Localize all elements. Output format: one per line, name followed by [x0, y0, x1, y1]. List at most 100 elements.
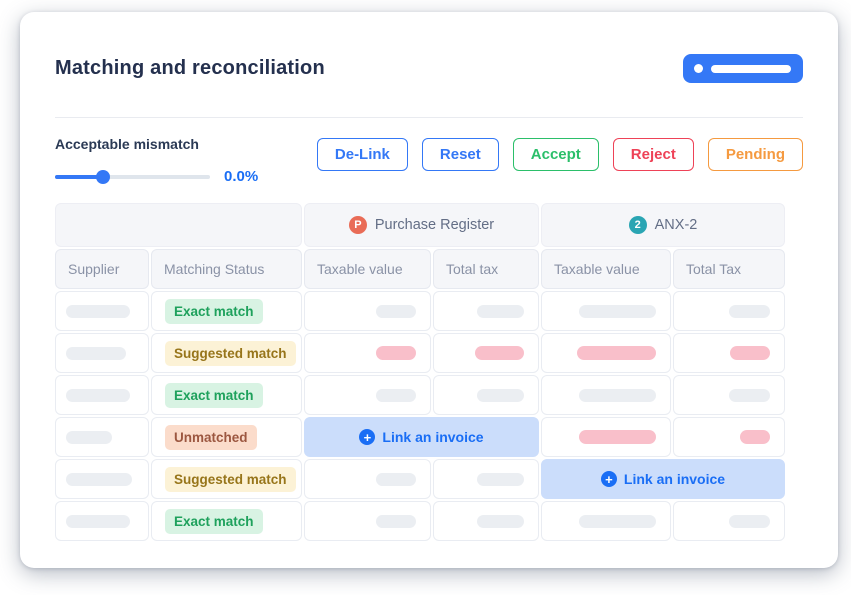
value-cell: [541, 501, 671, 541]
link-an-invoice-label: Link an invoice: [382, 429, 484, 445]
supplier-cell: [55, 291, 149, 331]
matching-status-cell: Exact match: [151, 291, 302, 331]
value-placeholder: [376, 472, 416, 486]
reject-button[interactable]: Reject: [612, 138, 694, 171]
status-badge: Suggested match: [165, 466, 296, 492]
supplier-placeholder: [66, 472, 132, 486]
value-cell: [541, 417, 671, 457]
value-cell: [673, 333, 785, 373]
value-placeholder: [579, 514, 656, 528]
value-placeholder: [729, 514, 770, 528]
value-cell: [304, 459, 431, 499]
value-placeholder: [477, 388, 524, 402]
value-cell: [304, 291, 431, 331]
value-placeholder: [729, 388, 770, 402]
link-an-invoice-button[interactable]: + Link an invoice: [304, 417, 539, 457]
reconciliation-table: P Purchase Register 2 ANX-2 Supplier Mat…: [55, 203, 785, 541]
primary-action-skeleton-button[interactable]: [683, 54, 803, 83]
value-placeholder: [376, 388, 416, 402]
accept-button[interactable]: Accept: [512, 138, 599, 171]
supplier-cell: [55, 375, 149, 415]
slider-row: 0.0%: [55, 168, 275, 185]
column-header-pr-total-tax: Total tax: [433, 249, 539, 289]
supplier-placeholder: [66, 388, 130, 402]
skeleton-bar: [711, 64, 791, 73]
status-badge: Unmatched: [165, 424, 257, 450]
value-placeholder: [579, 304, 656, 318]
group-header-empty: [55, 203, 302, 247]
value-cell: [673, 291, 785, 331]
acceptable-mismatch-label: Acceptable mismatch: [55, 136, 199, 152]
page-title: Matching and reconciliation: [55, 57, 325, 79]
value-cell: [673, 417, 785, 457]
supplier-placeholder: [66, 304, 130, 318]
status-badge: Exact match: [165, 508, 263, 534]
value-cell: [304, 375, 431, 415]
slider-track: [55, 174, 210, 179]
slider-fill: [55, 174, 104, 179]
delink-button[interactable]: De-Link: [316, 138, 408, 171]
value-cell: [541, 333, 671, 373]
group-label-purchase-register: Purchase Register: [374, 217, 495, 233]
plus-icon: +: [359, 429, 376, 445]
matching-status-cell: Suggested match: [151, 333, 302, 373]
card-header: Matching and reconciliation: [55, 54, 803, 83]
column-header-anx-total-tax: Total Tax: [673, 249, 785, 289]
value-placeholder: [477, 514, 524, 528]
matching-status-cell: Exact match: [151, 375, 302, 415]
supplier-placeholder: [66, 514, 130, 528]
reset-button[interactable]: Reset: [421, 138, 499, 171]
reconciliation-card: Matching and reconciliation Acceptable m…: [20, 12, 838, 568]
pending-button[interactable]: Pending: [707, 138, 803, 171]
value-cell: [304, 333, 431, 373]
value-cell: [433, 291, 539, 331]
mismatch-value-placeholder: [577, 346, 656, 360]
group-header-anx2: 2 ANX-2: [541, 203, 785, 247]
value-cell: [673, 375, 785, 415]
mismatch-value: 0.0%: [224, 168, 259, 185]
column-header-anx-taxable-value: Taxable value: [541, 249, 671, 289]
status-badge: Exact match: [165, 298, 263, 324]
column-header-supplier: Supplier: [55, 249, 149, 289]
column-header-pr-taxable-value: Taxable value: [304, 249, 431, 289]
mismatch-value-placeholder: [740, 430, 770, 444]
supplier-cell: [55, 501, 149, 541]
status-badge: Exact match: [165, 382, 263, 408]
value-placeholder: [376, 514, 416, 528]
value-cell: [433, 501, 539, 541]
link-an-invoice-label: Link an invoice: [623, 471, 726, 487]
mismatch-value-placeholder: [475, 346, 524, 360]
action-buttons: De-Link Reset Accept Reject Pending: [316, 138, 803, 171]
value-cell: [673, 501, 785, 541]
supplier-placeholder: [66, 430, 112, 444]
value-cell: [541, 375, 671, 415]
link-an-invoice-button[interactable]: + Link an invoice: [541, 459, 785, 499]
supplier-placeholder: [66, 346, 126, 360]
anx2-icon: 2: [628, 216, 647, 234]
value-cell: [541, 291, 671, 331]
controls-row: Acceptable mismatch 0.0% De-Link Reset A…: [55, 136, 803, 185]
value-placeholder: [477, 304, 524, 318]
purchase-register-icon: P: [348, 216, 367, 234]
supplier-cell: [55, 333, 149, 373]
mismatch-value-placeholder: [376, 346, 416, 360]
value-placeholder: [579, 388, 656, 402]
slider-knob[interactable]: [96, 169, 111, 184]
mismatch-slider[interactable]: [55, 169, 210, 184]
value-cell: [433, 375, 539, 415]
value-placeholder: [729, 304, 770, 318]
supplier-cell: [55, 417, 149, 457]
value-cell: [433, 459, 539, 499]
header-divider: [55, 117, 803, 118]
status-badge: Suggested match: [165, 340, 296, 366]
skeleton-dot-icon: [694, 64, 703, 73]
group-label-anx2: ANX-2: [654, 217, 698, 233]
acceptable-mismatch-control: Acceptable mismatch 0.0%: [55, 136, 275, 185]
supplier-cell: [55, 459, 149, 499]
column-header-matching-status: Matching Status: [151, 249, 302, 289]
mismatch-value-placeholder: [579, 430, 656, 444]
matching-status-cell: Exact match: [151, 501, 302, 541]
mismatch-value-placeholder: [730, 346, 770, 360]
value-placeholder: [477, 472, 524, 486]
value-cell: [304, 501, 431, 541]
